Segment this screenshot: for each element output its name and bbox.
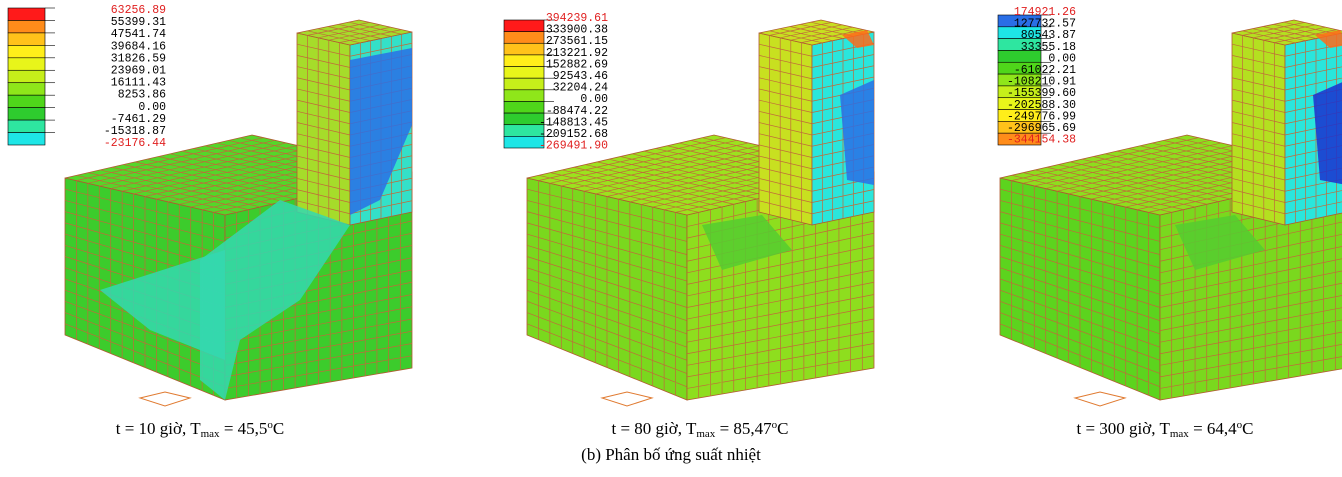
legend-swatch	[8, 33, 45, 45]
legend-label: 31826.59	[111, 52, 166, 65]
caption-subscript: max	[1170, 428, 1189, 440]
panel: 394239.61333900.38273561.15213221.921528…	[504, 12, 874, 440]
legend-swatch	[504, 55, 544, 67]
legend-label: 8253.86	[118, 89, 166, 102]
legend-label: 16111.43	[111, 77, 166, 90]
legend-swatch	[8, 133, 45, 145]
support	[1075, 392, 1125, 406]
legend-label: 39684.16	[111, 40, 166, 53]
legend-label: 55399.31	[111, 16, 166, 29]
legend-label: 63256.89	[111, 4, 166, 17]
figure-caption: (b) Phân bố ứng suất nhiệt	[581, 445, 761, 464]
caption-text: = 85,47	[715, 419, 772, 438]
caption-subscript: max	[201, 428, 220, 440]
caption-text: C	[1242, 419, 1253, 438]
caption-text: = 45,5	[220, 419, 268, 438]
panel: 63256.8955399.3147541.7439684.1631826.59…	[8, 4, 412, 440]
panel-caption: t = 80 giờ, Tmax = 85,47oC	[612, 419, 789, 440]
legend-swatch	[504, 78, 544, 90]
legend-label: 47541.74	[111, 28, 166, 41]
caption-text: C	[273, 419, 284, 438]
legend-swatch	[504, 20, 544, 32]
panel-caption: t = 300 giờ, Tmax = 64,4oC	[1077, 419, 1254, 440]
legend-label: -7461.29	[111, 113, 166, 126]
legend-swatch	[8, 8, 45, 20]
legend-label: 0.00	[138, 101, 166, 114]
caption-text: = 64,4	[1189, 419, 1237, 438]
legend-swatch	[504, 90, 544, 102]
legend-label: 23969.01	[111, 65, 166, 78]
support	[140, 392, 190, 406]
legend-swatch	[8, 58, 45, 70]
legend-label: -344154.38	[1007, 134, 1076, 147]
legend-swatch	[504, 67, 544, 79]
legend-swatch	[8, 20, 45, 32]
caption-text: t = 10 giờ, T	[116, 419, 201, 438]
panel: 174921.26127732.5780543.8733355.180.00-6…	[998, 6, 1342, 440]
caption-text: t = 80 giờ, T	[612, 419, 697, 438]
legend-label: -23176.44	[104, 137, 166, 150]
caption-subscript: max	[696, 428, 715, 440]
legend-swatch	[8, 120, 45, 132]
legend-label: -15318.87	[104, 125, 166, 138]
legend-swatch	[504, 101, 544, 113]
panel-caption: t = 10 giờ, Tmax = 45,5oC	[116, 419, 285, 440]
caption-text: C	[777, 419, 788, 438]
legend-swatch	[504, 32, 544, 44]
legend-swatch	[8, 83, 45, 95]
legend-swatch	[8, 95, 45, 107]
legend-swatch	[8, 70, 45, 82]
legend-label: -269491.90	[539, 140, 608, 153]
caption-text: t = 300 giờ, T	[1077, 419, 1171, 438]
support	[602, 392, 652, 406]
figure: (b) Phân bố ứng suất nhiệt 63256.8955399…	[0, 0, 1342, 477]
legend-swatch	[8, 45, 45, 57]
legend-swatch	[504, 43, 544, 55]
legend-swatch	[8, 108, 45, 120]
